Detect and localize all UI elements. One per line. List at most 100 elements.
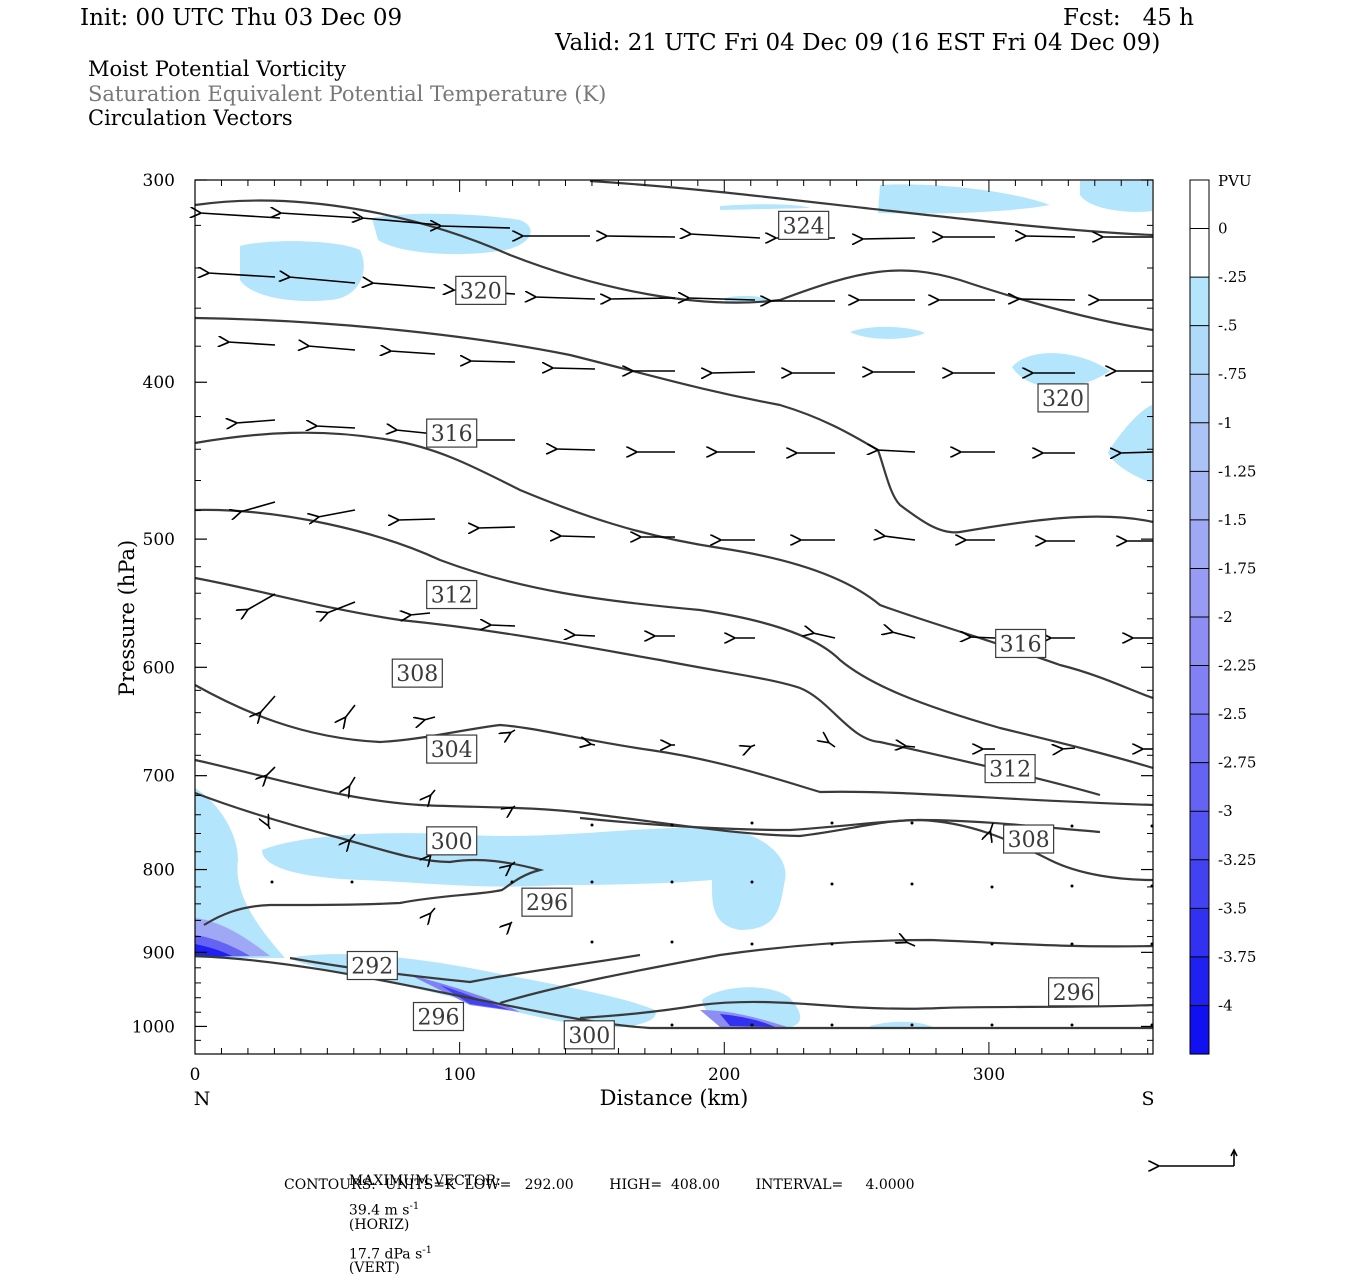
y-tick-label: 500 [143, 530, 175, 550]
contour-label-box [1003, 824, 1055, 854]
colorbar-swatch [1190, 277, 1209, 327]
contour-label-box [346, 950, 398, 981]
colorbar-swatch [1190, 811, 1209, 861]
contour-label: 308 [396, 662, 438, 687]
contour-label: 308 [1008, 828, 1050, 853]
x-tick-label: 100 [443, 1065, 475, 1085]
field-mpv-title: Moist Potential Vorticity [88, 57, 346, 81]
max-vector-label: MAXIMUM VECTOR: [348, 1173, 501, 1189]
contour-label-box [1037, 383, 1089, 413]
y-tick-label: 700 [143, 767, 175, 787]
contour-label: 316 [1000, 632, 1042, 657]
colorbar-label: -1 [1218, 414, 1233, 432]
contour-label: 296 [1053, 981, 1095, 1006]
y-tick-label: 800 [143, 861, 175, 881]
colorbar-label: -1.75 [1218, 559, 1256, 577]
colorbar-label: -2.25 [1218, 657, 1256, 675]
colorbar-swatch [1190, 665, 1209, 715]
contour-label-box [984, 754, 1036, 784]
contour-label: 324 [783, 214, 825, 239]
contour-info: CONTOURS: UNITS=K LOW= 292.00 HIGH= 408.… [284, 1177, 915, 1193]
contour-label: 300 [568, 1024, 610, 1049]
y-axis-label: Pressure (hPa) [115, 540, 139, 696]
reference-vector [1158, 1148, 1238, 1166]
vert-tag: (VERT) [348, 1260, 400, 1276]
contour-label-box [563, 1020, 615, 1050]
colorbar-swatch [1190, 762, 1209, 812]
colorbar-swatch [1190, 374, 1209, 424]
colorbar-swatch [1190, 422, 1209, 472]
contour-label: 300 [431, 830, 473, 855]
contour-label-box [426, 734, 478, 764]
y-tick-label: 1000 [132, 1017, 175, 1037]
contour-label-box [455, 275, 507, 305]
colorbar-label: -2.5 [1218, 705, 1247, 723]
contour-label-box [391, 658, 443, 688]
y-tick-label: 600 [143, 658, 175, 678]
x-tick-label: 0 [190, 1065, 201, 1085]
colorbar-swatch [1190, 228, 1209, 278]
colorbar-swatch [1190, 1005, 1209, 1055]
contour-label: 316 [431, 422, 473, 447]
vert-unit-exp: -1 [422, 1244, 433, 1256]
cross-section-chart: 324 320 320 316 316 312 312 308 308 304 300 296 296 2… [115, 171, 1256, 1200]
contour-label: 312 [431, 584, 473, 609]
x-axis-label: Distance (km) [600, 1086, 749, 1110]
forecast-hour: Fcst: 45 h [1063, 5, 1194, 31]
contour-label-box [995, 628, 1047, 659]
contour-label: 312 [989, 758, 1031, 783]
contour-label: 296 [526, 891, 568, 916]
colorbar-label: -2.75 [1218, 754, 1256, 772]
colorbar-label: -3.25 [1218, 851, 1256, 869]
init-time: Init: 00 UTC Thu 03 Dec 09 [80, 5, 403, 31]
colorbar-label: -1.25 [1218, 462, 1256, 480]
colorbar-label: -.5 [1218, 317, 1237, 335]
contour-label: 292 [351, 955, 393, 980]
x-end-right: S [1141, 1088, 1154, 1110]
colorbar-swatch [1190, 714, 1209, 764]
colorbar-label: -3.75 [1218, 948, 1256, 966]
colorbar-label: -3.5 [1218, 899, 1247, 917]
colorbar-label: -2 [1218, 608, 1233, 626]
contour-label: 320 [460, 279, 502, 304]
colorbar-swatch [1190, 859, 1209, 909]
colorbar-unit: PVU [1218, 172, 1252, 190]
colorbar-swatch [1190, 568, 1209, 618]
contour-label-box [1048, 977, 1100, 1007]
contour-label-box [778, 210, 830, 240]
colorbar-swatch [1190, 617, 1209, 667]
theta-contours [194, 179, 1154, 1030]
y-tick-label: 900 [143, 943, 175, 963]
colorbar-label: -3 [1218, 802, 1233, 820]
colorbar: 0 -.25 -.5 -.75 -1 -1.25 -1.5 -1.75 -2 -2.25 -2.5 -… [1189, 179, 1256, 1055]
valid-time: Valid: 21 UTC Fri 04 Dec 09 (16 EST Fri … [555, 30, 1161, 56]
contour-label: 304 [431, 738, 473, 763]
contour-labels: 324 320 320 316 316 312 312 308 308 304 300 296 296 2… [346, 210, 1100, 1050]
colorbar-swatch [1190, 956, 1209, 1007]
field-vectors-title: Circulation Vectors [88, 106, 293, 130]
colorbar-swatch [1190, 908, 1209, 958]
contour-label-box [426, 826, 478, 856]
x-end-left: N [194, 1088, 211, 1110]
colorbar-swatch [1190, 519, 1209, 570]
contour-label: 296 [417, 1006, 459, 1031]
contour-label-box [426, 418, 478, 448]
y-axis: 300 400 500 600 700 800 900 1000 [132, 171, 1153, 1041]
x-tick-label: 200 [708, 1065, 740, 1085]
colorbar-label: -.75 [1218, 365, 1247, 383]
pv-shading [195, 181, 1152, 1029]
contour-label-box [426, 579, 478, 610]
x-axis: 0 100 200 300 [190, 180, 1149, 1085]
x-tick-label: 300 [973, 1065, 1005, 1085]
colorbar-label: -1.5 [1218, 511, 1247, 529]
plot-frame [194, 179, 1154, 1055]
horiz-unit-exp: -1 [409, 1201, 420, 1212]
contour-label-box [412, 1001, 465, 1032]
colorbar-swatch [1190, 325, 1209, 375]
colorbar-label: 0 [1218, 220, 1228, 238]
contour-label-box [521, 887, 573, 917]
colorbar-label: -4 [1218, 996, 1233, 1014]
y-tick-label: 300 [143, 171, 175, 191]
colorbar-swatch [1190, 180, 1209, 230]
contour-label: 320 [1042, 387, 1084, 412]
